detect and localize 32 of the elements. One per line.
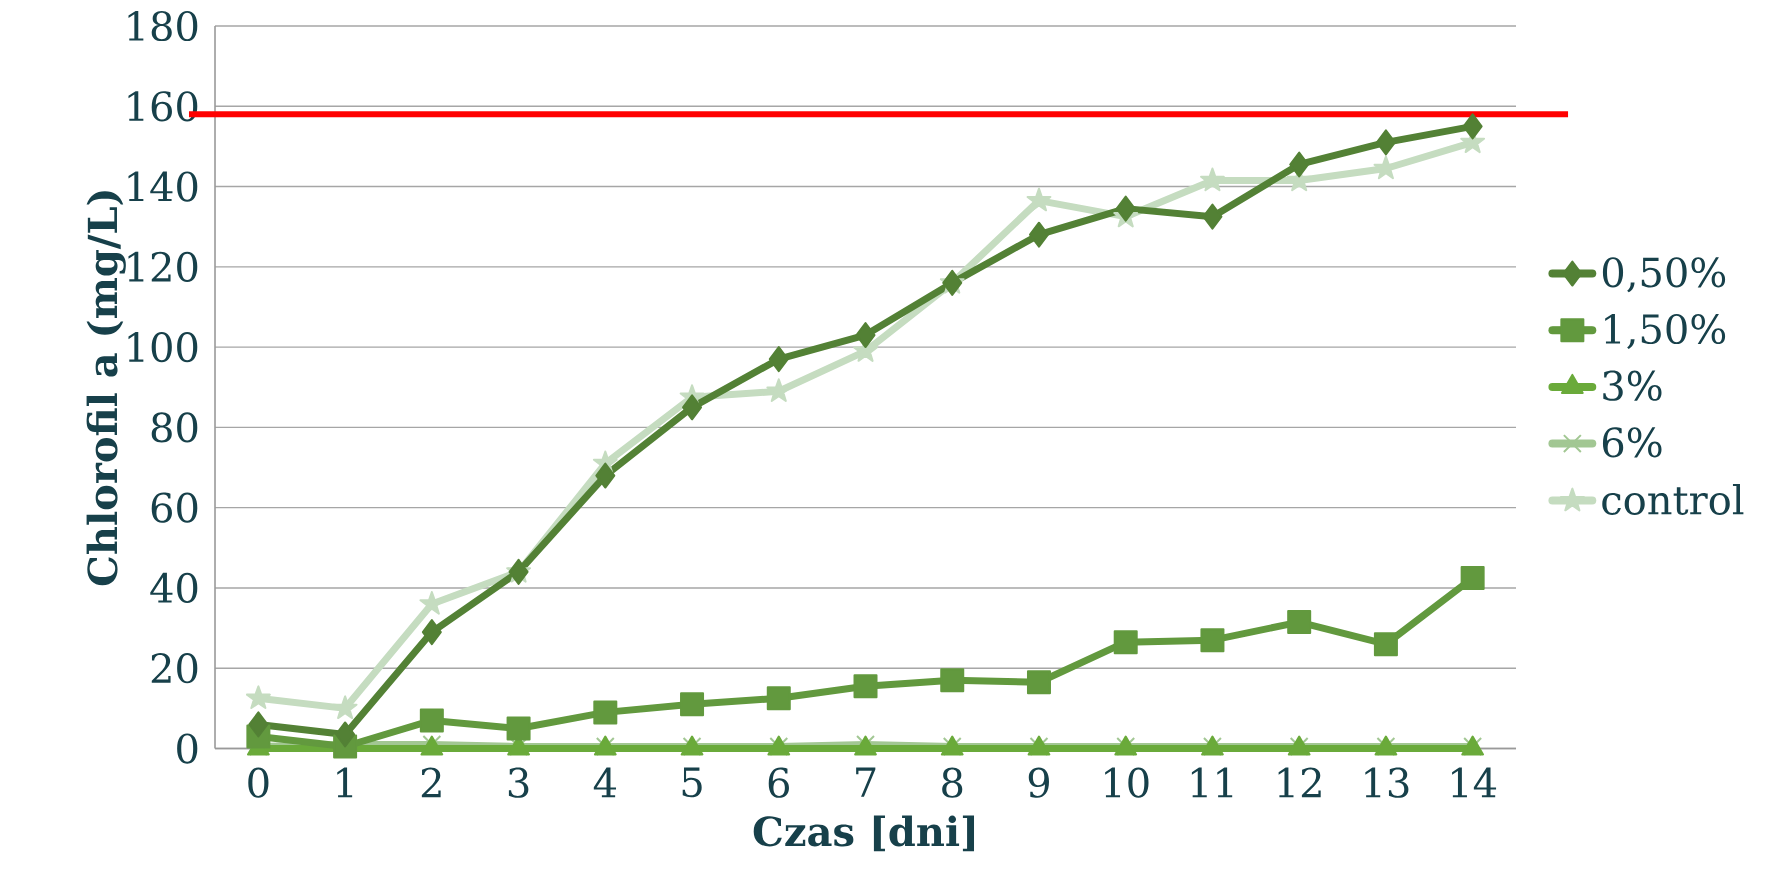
x-tick-label: 10: [1105, 767, 1149, 798]
legend-label: 3%: [1603, 370, 1662, 401]
x-tick-label: 9: [1028, 767, 1049, 798]
x-tick-label: 1: [337, 767, 353, 798]
x-tick-label: 13: [1365, 767, 1409, 798]
y-tick-label: 60: [151, 492, 198, 523]
x-tick-label: 4: [593, 767, 617, 798]
legend-label: 6%: [1602, 427, 1662, 458]
y-tick-label: 120: [128, 251, 198, 282]
x-tick-label: 7: [856, 767, 876, 797]
x-axis-title: Czas [dni]: [753, 815, 975, 852]
y-tick-label: 160: [128, 91, 198, 122]
legend-label: 0,50%: [1602, 257, 1726, 293]
y-tick-label: 80: [151, 412, 198, 443]
x-tick-label: 12: [1278, 767, 1321, 798]
x-tick-label: 14: [1452, 767, 1497, 798]
x-tick-label: 6: [768, 767, 789, 798]
x-tick-label: 2: [421, 767, 441, 798]
legend-label: control: [1602, 483, 1744, 515]
y-tick-label: 140: [128, 171, 198, 202]
y-axis-title: Chlorofil a (mg/L): [86, 191, 126, 586]
x-tick-label: 5: [682, 767, 702, 798]
x-tick-label: 0: [248, 767, 269, 798]
y-tick-label: 180: [128, 10, 198, 42]
y-tick-label: 40: [150, 572, 198, 604]
x-tick-label: 3: [508, 767, 529, 798]
legend-label: 1,50%: [1605, 313, 1726, 350]
x-tick-label: 11: [1191, 767, 1233, 798]
y-tick-label: 0: [177, 733, 198, 764]
y-tick-label: 100: [128, 332, 198, 363]
x-tick-label: 8: [942, 767, 963, 798]
y-tick-label: 20: [151, 653, 198, 684]
